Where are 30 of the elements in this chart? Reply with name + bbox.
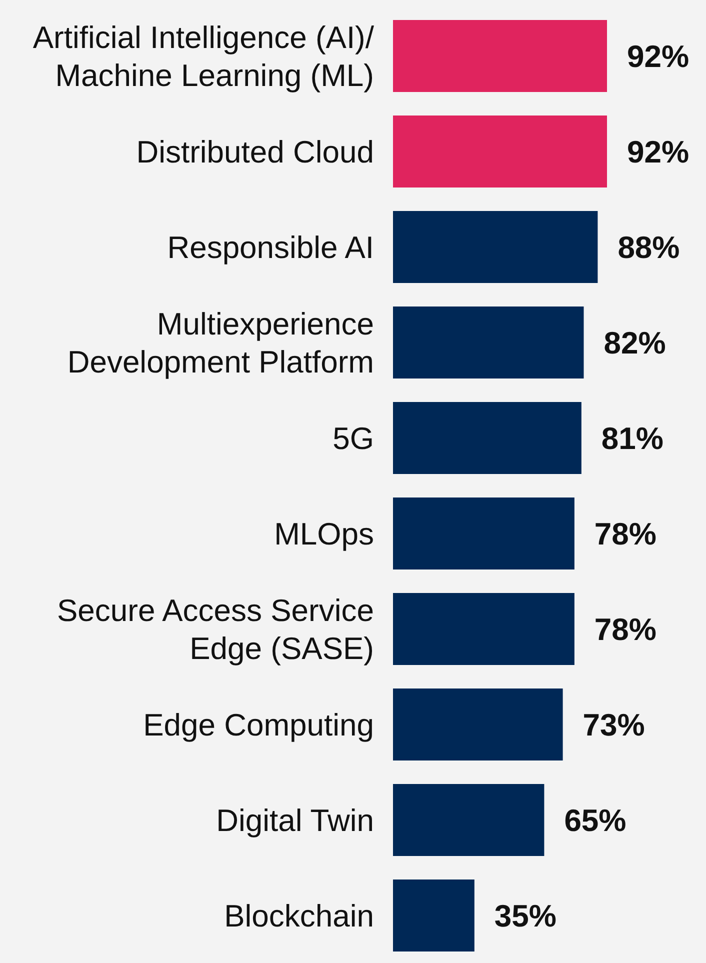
y-tick-label: Edge Computing (143, 706, 374, 742)
bar (393, 688, 563, 760)
bar (393, 498, 574, 570)
data-label: 92% (627, 134, 690, 170)
data-label: 65% (564, 803, 626, 838)
data-label: 88% (618, 230, 680, 266)
bar (393, 306, 584, 378)
y-tick-label: Responsible AI (167, 229, 374, 264)
bar (393, 211, 598, 283)
y-tick-label: Digital Twin (216, 802, 374, 838)
bar (393, 784, 544, 856)
data-label: 81% (601, 421, 664, 456)
y-tick-label: Blockchain (224, 898, 374, 933)
data-label: 78% (594, 516, 656, 552)
bar (393, 880, 474, 952)
y-tick-label: Multiexperience Development Platform (67, 306, 374, 379)
y-tick-label: Secure Access Service Edge (SASE) (56, 592, 374, 666)
y-tick-label: MLOps (274, 516, 374, 551)
y-tick-label: 5G (332, 420, 374, 456)
data-label: 78% (594, 612, 656, 648)
bar (393, 20, 607, 92)
bar (393, 116, 607, 188)
bar (393, 593, 574, 665)
data-label: 35% (494, 898, 556, 934)
y-tick-label: Distributed Cloud (136, 134, 374, 169)
data-label: 73% (582, 708, 645, 743)
data-label: 82% (604, 326, 666, 361)
bar (393, 402, 582, 474)
data-label: 92% (627, 39, 690, 74)
y-tick-label: Artificial Intelligence (AI)/ Machine Learning (ML) (32, 19, 374, 92)
